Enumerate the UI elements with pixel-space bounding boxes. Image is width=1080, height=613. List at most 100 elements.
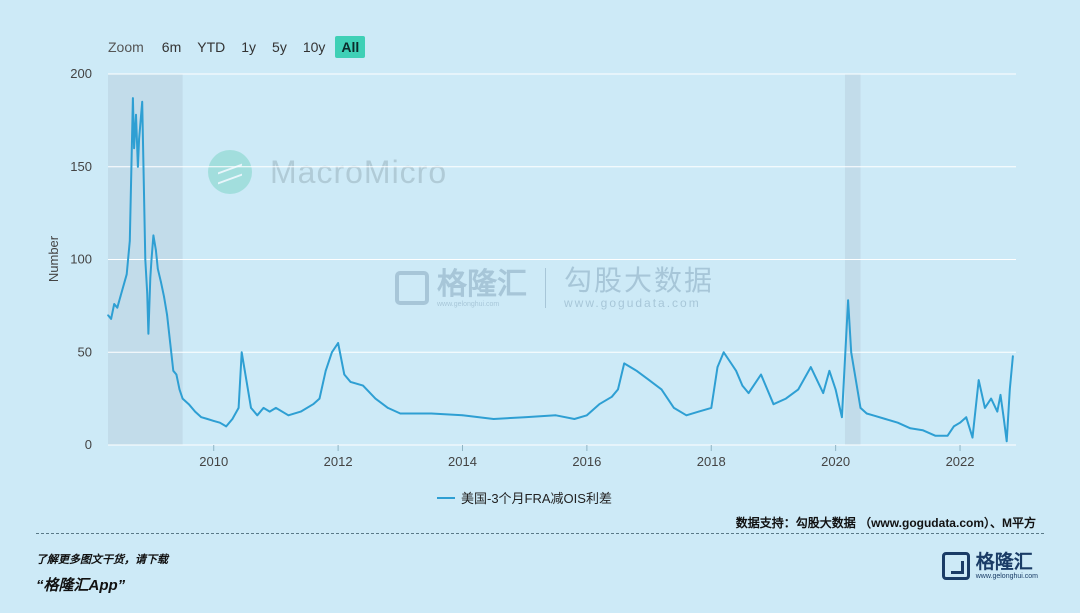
data-point: [834, 388, 837, 391]
data-point: [128, 240, 131, 242]
x-tick-label: 2012: [324, 454, 353, 469]
data-point: [847, 299, 849, 302]
y-axis-ticks: 0 50 100 150 200: [70, 66, 92, 452]
brand-mark-icon: [941, 552, 970, 580]
zoom-label: Zoom: [108, 39, 144, 55]
data-point: [1002, 416, 1005, 418]
data-point: [984, 407, 986, 409]
x-tick-label: 2016: [572, 454, 601, 469]
data-point: [977, 379, 980, 381]
data-point: [166, 314, 168, 316]
data-point: [461, 414, 464, 417]
data-point: [623, 362, 625, 365]
data-point: [853, 370, 856, 372]
data-point: [178, 388, 181, 391]
data-point: [231, 418, 234, 420]
data-point: [149, 277, 152, 279]
data-point: [586, 414, 588, 417]
data-point: [387, 407, 389, 409]
zoom-button-10y[interactable]: 10y: [302, 39, 326, 55]
data-point: [169, 342, 171, 344]
data-point: [921, 429, 924, 431]
data-point: [990, 397, 992, 400]
data-point: [141, 101, 144, 103]
data-point: [897, 421, 899, 424]
gelonghui-logo-icon: [395, 271, 429, 305]
footer-divider: [36, 533, 1044, 534]
x-tick-label: 2018: [697, 454, 726, 469]
chart-legend[interactable]: 美国-3个月FRA减OIS利差: [437, 488, 612, 507]
data-point: [660, 388, 663, 391]
data-point: [181, 397, 184, 400]
data-point: [729, 360, 731, 363]
data-point: [212, 420, 215, 422]
zoom-button-all[interactable]: All: [335, 36, 366, 58]
data-point: [318, 397, 321, 400]
x-tick-label: 2022: [946, 454, 975, 469]
data-point: [194, 410, 196, 413]
gogu-watermark-name: 勾股大数据: [564, 265, 715, 296]
macromicro-watermark: MacroMicro: [208, 150, 447, 194]
legend-line-swatch: [437, 496, 455, 499]
data-point: [822, 392, 825, 394]
data-point: [965, 416, 968, 418]
data-point: [399, 412, 402, 415]
macromicro-logo-icon: [208, 150, 252, 194]
y-tick-label: 100: [70, 252, 92, 267]
data-point: [841, 416, 843, 418]
y-tick-label: 200: [70, 66, 92, 81]
data-point: [137, 165, 139, 168]
data-point: [946, 434, 949, 437]
zoom-button-5y[interactable]: 5y: [272, 39, 287, 55]
data-point: [133, 147, 135, 149]
data-point: [146, 292, 148, 294]
data-point: [959, 421, 961, 424]
data-point: [635, 370, 638, 372]
data-point: [240, 351, 243, 354]
data-point: [331, 351, 333, 354]
data-point: [324, 370, 327, 372]
data-point: [610, 395, 613, 398]
data-point: [287, 414, 290, 417]
data-point: [741, 384, 744, 387]
data-point: [155, 249, 157, 252]
series-points: [107, 97, 1014, 443]
data-point: [312, 403, 315, 405]
zoom-button-1y[interactable]: 1y: [241, 39, 257, 55]
series-line-fra-ois[interactable]: [107, 97, 1014, 443]
legend-label: 美国-3个月FRA减OIS利差: [461, 491, 612, 506]
data-point: [268, 410, 271, 413]
data-point: [492, 418, 495, 420]
zoom-button-ytd[interactable]: YTD: [197, 39, 226, 55]
data-point: [150, 258, 153, 261]
data-point: [760, 373, 762, 376]
data-point: [523, 416, 526, 418]
x-axis-ticks: 2010 2012 2014 2016 2018 2020 2022: [199, 445, 974, 469]
watermark-separator: [545, 268, 546, 308]
data-point: [343, 373, 346, 376]
data-point: [299, 410, 302, 413]
gelonghui-watermark-url: www.gelonghui.com: [437, 300, 500, 308]
data-point: [219, 421, 221, 424]
data-point: [132, 97, 134, 99]
data-point: [250, 407, 252, 409]
data-point: [934, 434, 936, 437]
x-tick-label: 2014: [448, 454, 477, 469]
gelonghui-watermark-name: 格隆汇: [437, 267, 527, 301]
data-point: [107, 314, 109, 316]
data-point: [125, 273, 128, 276]
zoom-button-6m[interactable]: 6m: [161, 39, 182, 55]
data-point: [430, 412, 433, 415]
macromicro-watermark-text: MacroMicro: [270, 153, 448, 190]
zoom-toolbar: Zoom 6m YTD 1y 5y 10y All: [108, 36, 369, 58]
data-point: [160, 280, 162, 283]
data-point: [1008, 388, 1011, 391]
data-point: [172, 370, 175, 372]
promo-line-1: 了解更多图文干货，请下载: [36, 554, 168, 566]
brand-logo: 格隆汇 www.gelonghui.com: [941, 552, 1038, 580]
data-point: [144, 258, 147, 261]
x-tick-label: 2010: [199, 454, 228, 469]
data-point: [337, 342, 339, 344]
data-point: [110, 318, 112, 320]
